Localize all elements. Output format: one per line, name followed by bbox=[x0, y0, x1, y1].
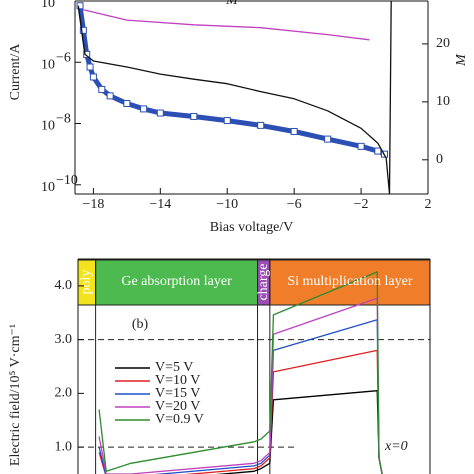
x-tick-label: −2 bbox=[354, 197, 369, 212]
y-tick-exponent: −10 bbox=[56, 173, 78, 188]
y2-tick-label: 10 bbox=[436, 94, 450, 109]
marker bbox=[156, 109, 164, 117]
marker bbox=[374, 147, 382, 155]
layer-label: poly bbox=[79, 270, 94, 295]
marker bbox=[123, 100, 131, 108]
layer-label: charge bbox=[256, 263, 271, 300]
y-tick-label: 3.0 bbox=[55, 332, 73, 347]
x-tick-label: −14 bbox=[149, 197, 171, 212]
marker bbox=[76, 2, 84, 10]
marker bbox=[357, 142, 365, 150]
y-tick-label: 10 bbox=[41, 0, 55, 11]
annotation: M bbox=[225, 0, 239, 8]
marker bbox=[106, 92, 114, 100]
layer-label: Ge absorption layer bbox=[121, 274, 232, 289]
marker bbox=[86, 63, 94, 71]
marker bbox=[223, 117, 231, 125]
y-tick-exponent: −6 bbox=[56, 50, 71, 65]
panel-label: (b) bbox=[132, 317, 149, 332]
marker bbox=[98, 85, 106, 93]
legend-label: V=0.9 V bbox=[155, 412, 204, 427]
y-tick-label: 10 bbox=[41, 57, 55, 72]
marker bbox=[257, 121, 265, 129]
legend-label: V=5 V bbox=[155, 360, 193, 375]
marker bbox=[89, 73, 97, 81]
legend-label: V=15 V bbox=[155, 386, 200, 401]
x-axis-label: Bias voltage/V bbox=[210, 220, 294, 235]
annotation: x=0 bbox=[384, 439, 408, 454]
marker bbox=[140, 105, 148, 113]
y2-axis-label: M bbox=[454, 53, 469, 67]
series-line bbox=[98, 349, 383, 474]
y2-tick-label: 20 bbox=[436, 36, 450, 51]
series-line bbox=[77, 5, 386, 157]
x-tick-label: −6 bbox=[287, 197, 302, 212]
x-tick-label: −10 bbox=[216, 197, 238, 212]
marker bbox=[290, 127, 298, 135]
plot-area bbox=[78, 259, 430, 474]
legend-label: V=10 V bbox=[155, 373, 200, 388]
y-tick-label: 1.0 bbox=[55, 439, 73, 454]
marker bbox=[79, 26, 87, 34]
y-axis-label: Current/A bbox=[8, 43, 23, 101]
x-tick-label: 2 bbox=[425, 197, 432, 212]
layer-label: Si multiplication layer bbox=[287, 274, 413, 289]
y-tick-label: 10 bbox=[41, 180, 55, 195]
y-tick-exponent: −8 bbox=[56, 112, 71, 127]
marker bbox=[324, 135, 332, 143]
x-tick-label: −18 bbox=[82, 197, 104, 212]
series-line bbox=[77, 0, 392, 194]
y-axis-label: Electric field/10⁵ V·cm⁻¹ bbox=[8, 324, 23, 466]
y-tick-label: 10 bbox=[41, 119, 55, 134]
marker bbox=[83, 50, 91, 58]
series-line bbox=[98, 319, 383, 474]
y-tick-exponent: −4 bbox=[56, 0, 71, 4]
y-tick-label: 4.0 bbox=[55, 278, 73, 293]
legend-label: V=20 V bbox=[155, 399, 200, 414]
series-line bbox=[83, 9, 370, 41]
series-line bbox=[98, 271, 383, 474]
plot-area bbox=[76, 0, 392, 194]
y2-tick-label: 0 bbox=[436, 152, 443, 167]
y-tick-label: 2.0 bbox=[55, 386, 73, 401]
marker bbox=[190, 112, 198, 120]
layer-band bbox=[95, 259, 259, 306]
